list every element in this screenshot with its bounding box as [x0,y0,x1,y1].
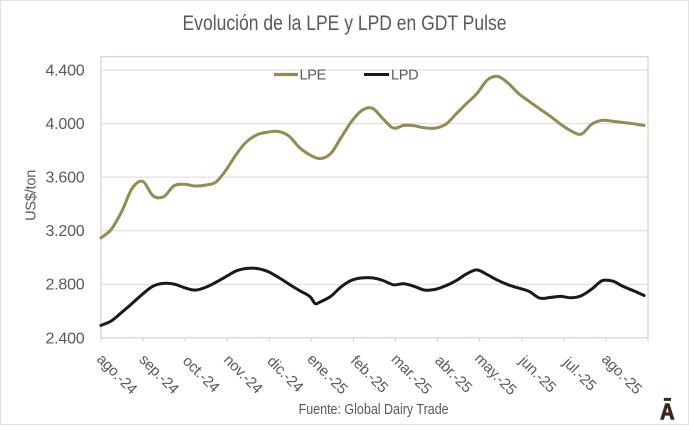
svg-text:US$/ton: US$/ton [24,170,40,221]
svg-text:LPE: LPE [300,68,327,84]
svg-text:LPD: LPD [391,68,418,84]
svg-text:Evolución de la LPE y LPD en G: Evolución de la LPE y LPD en GDT Pulse [183,11,507,35]
svg-text:4.000: 4.000 [45,116,84,133]
svg-text:2.800: 2.800 [45,277,84,294]
svg-text:4.400: 4.400 [45,63,84,80]
svg-text:2.400: 2.400 [45,330,84,347]
svg-text:Fuente: Global Dairy Trade: Fuente: Global Dairy Trade [299,402,449,418]
svg-text:3.200: 3.200 [45,223,84,240]
svg-text:3.600: 3.600 [45,170,84,187]
